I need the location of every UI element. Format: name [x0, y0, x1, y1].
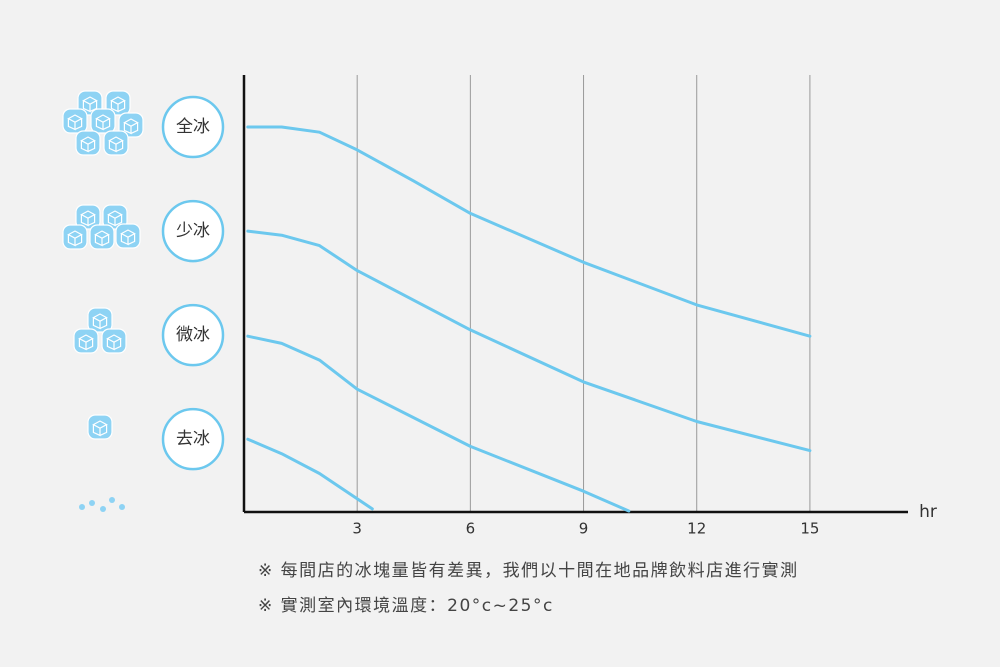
cube-face: [106, 334, 122, 351]
ice-cube: [90, 108, 116, 134]
x-axis-label: hr: [919, 502, 937, 522]
ice-cube: [75, 204, 101, 230]
ice-cube: [105, 90, 131, 116]
x-tick-label: 12: [687, 520, 706, 538]
ice-crumb: [109, 497, 115, 503]
cube-face: [92, 420, 108, 437]
note: ※ 每間店的冰塊量皆有差異，我們以十間在地品牌飲料店進行實測: [258, 561, 799, 581]
cube-face: [80, 136, 96, 153]
ice-cube: [102, 204, 128, 230]
ice-cube: [87, 307, 113, 333]
ice-cube: [115, 223, 141, 249]
x-tick-label: 15: [800, 520, 819, 538]
cube-face: [107, 210, 123, 227]
ice-cube: [118, 112, 144, 138]
data-line: [246, 334, 631, 513]
ice-cube: [103, 130, 129, 156]
ice-cube: [101, 328, 127, 354]
cube-face: [82, 96, 98, 113]
cube-face: [95, 114, 111, 131]
cube-face: [67, 114, 83, 131]
ice-crumb: [119, 504, 125, 510]
ice-cube: [75, 130, 101, 156]
cube-face: [92, 313, 108, 330]
y-tick-label: 微冰: [176, 325, 210, 345]
cube-face: [123, 118, 139, 135]
ice-crumb: [89, 500, 95, 506]
x-tick-label: 9: [579, 520, 589, 538]
cube-face: [80, 210, 96, 227]
y-tick-badge: [161, 95, 225, 159]
y-tick-badge: [161, 303, 225, 367]
ice-crumb: [100, 506, 106, 512]
y-tick-label: 少冰: [176, 221, 210, 241]
cube-face: [94, 230, 110, 247]
data-line: [246, 125, 812, 338]
cube-face: [67, 230, 83, 247]
ice-cube: [89, 224, 115, 250]
y-tick-label: 去冰: [176, 429, 210, 449]
data-line: [246, 437, 374, 511]
ice-cube: [62, 108, 88, 134]
y-tick-label: 全冰: [176, 117, 210, 137]
y-tick-badge: [161, 199, 225, 263]
ice-cube: [87, 414, 113, 440]
x-tick-label: 3: [352, 520, 362, 538]
note: ※ 實測室內環境溫度：20°c~25°c: [258, 596, 554, 616]
ice-crumb: [79, 504, 85, 510]
data-line: [246, 229, 812, 453]
cube-face: [110, 96, 126, 113]
ice-cube: [73, 328, 99, 354]
ice-cube: [62, 224, 88, 250]
cube-face: [120, 229, 136, 246]
cube-face: [108, 136, 124, 153]
y-tick-badge: [161, 407, 225, 471]
cube-face: [78, 334, 94, 351]
x-tick-label: 6: [466, 520, 476, 538]
